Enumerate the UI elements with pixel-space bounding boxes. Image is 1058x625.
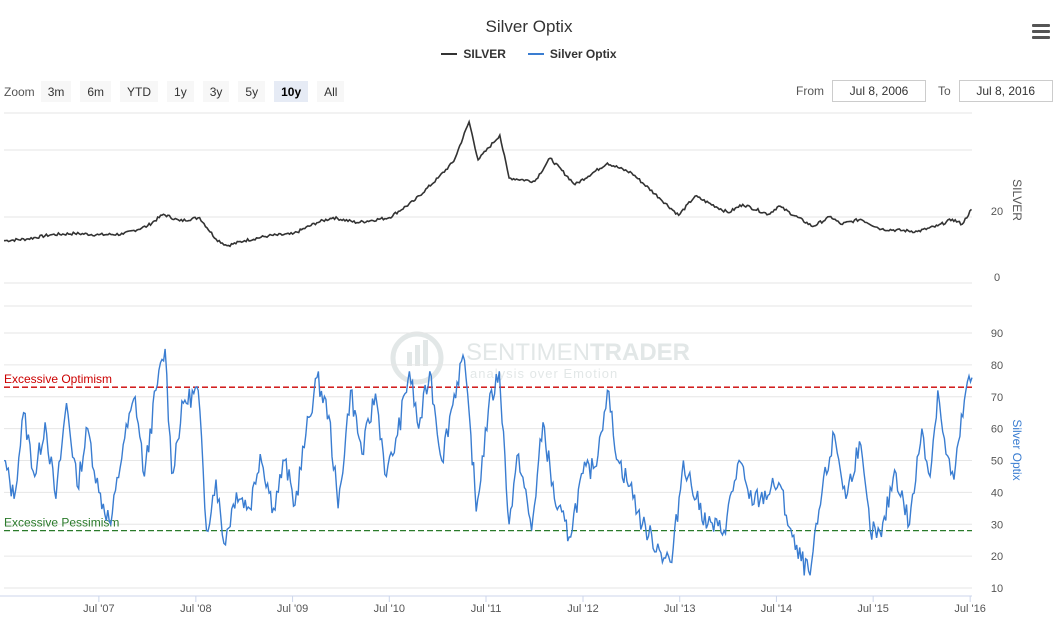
zoom-all-button[interactable]: All [317, 81, 345, 102]
range-from-label: From [796, 84, 824, 98]
range-from-input[interactable] [832, 80, 926, 102]
y-tick-label-optix: 10 [991, 583, 1003, 595]
svg-text:SENTIMENTRADER: SENTIMENTRADER [466, 339, 690, 366]
excessive-optimism-label: Excessive Optimism [4, 372, 112, 386]
x-tick-label: Jul '07 [83, 603, 114, 615]
legend-item-silver[interactable]: SILVER [441, 47, 506, 61]
zoom-label: Zoom [4, 84, 35, 99]
x-tick-label: Jul '12 [567, 603, 598, 615]
range-to-input[interactable] [958, 80, 1053, 102]
range-to: To [938, 80, 1053, 102]
watermark: SENTIMENTRADER analysis over Emotion [390, 331, 690, 385]
x-tick-label: Jul '09 [277, 603, 308, 615]
threshold-bands: Excessive Optimism Excessive Pessimism [4, 372, 972, 532]
zoom-bar: Zoom 3m 6m YTD 1y 3y 5y 10y All [4, 81, 353, 102]
silver-series-line[interactable] [3, 119, 973, 248]
y-tick-label-optix: 50 [991, 456, 1003, 468]
watermark-logo-icon [390, 331, 444, 385]
y-axis-title-optix: Silver Optix [1010, 419, 1024, 480]
legend-swatch-optix [527, 53, 544, 55]
y-tick-label-silver: 20 [991, 206, 1003, 218]
zoom-6m-button[interactable]: 6m [80, 81, 112, 102]
y-axis-title-silver: SILVER [1010, 179, 1024, 221]
optix-series-line[interactable] [3, 348, 973, 576]
zoom-ytd-button[interactable]: YTD [120, 81, 159, 102]
legend: SILVER Silver Optix [0, 47, 1058, 61]
x-tick-label: Jul '08 [180, 603, 211, 615]
y-tick-label-optix: 70 [991, 392, 1003, 404]
x-tick-label: Jul '11 [471, 603, 502, 615]
x-tick-label: Jul '13 [664, 603, 695, 615]
y-axis-silver: 0 20 [991, 206, 1003, 284]
y-tick-label-optix: 60 [991, 424, 1003, 436]
zoom-3y-button[interactable]: 3y [202, 81, 230, 102]
chart-title: Silver Optix [485, 17, 573, 36]
x-tick-label: Jul '14 [761, 603, 792, 615]
y-tick-label-optix: 40 [991, 487, 1003, 499]
zoom-10y-button[interactable]: 10y [274, 81, 309, 102]
watermark-tagline: analysis over Emotion [470, 366, 618, 381]
range-from: From [796, 80, 926, 102]
x-tick-label: Jul '15 [857, 603, 888, 615]
legend-label-silver: SILVER [463, 47, 506, 61]
y-tick-label-silver: 0 [994, 272, 1000, 284]
zoom-1y-button[interactable]: 1y [167, 81, 194, 102]
y-axis-optix: 10 20 30 40 50 60 70 80 90 [991, 328, 1003, 595]
excessive-pessimism-label: Excessive Pessimism [4, 516, 119, 530]
grid-top [4, 112, 972, 284]
watermark-brand-light: SENTIMEN [466, 339, 590, 366]
range-to-label: To [938, 84, 951, 98]
y-tick-label-optix: 20 [991, 551, 1003, 563]
grid-bottom [0, 305, 972, 597]
hamburger-menu-icon[interactable] [1032, 24, 1050, 40]
zoom-3m-button[interactable]: 3m [40, 81, 72, 102]
y-tick-label-optix: 30 [991, 519, 1003, 531]
x-tick-label: Jul '16 [954, 603, 985, 615]
legend-item-optix[interactable]: Silver Optix [527, 47, 617, 61]
legend-label-optix: Silver Optix [549, 47, 617, 61]
x-axis: Jul '07 Jul '08 Jul '09 Jul '10 Jul '11 Jul '… [83, 596, 986, 615]
watermark-brand-bold: TRADER [590, 339, 690, 366]
zoom-5y-button[interactable]: 5y [238, 81, 266, 102]
legend-swatch-silver [441, 53, 458, 55]
x-tick-label: Jul '10 [374, 603, 405, 615]
y-tick-label-optix: 90 [991, 328, 1003, 340]
y-tick-label-optix: 80 [991, 360, 1003, 372]
